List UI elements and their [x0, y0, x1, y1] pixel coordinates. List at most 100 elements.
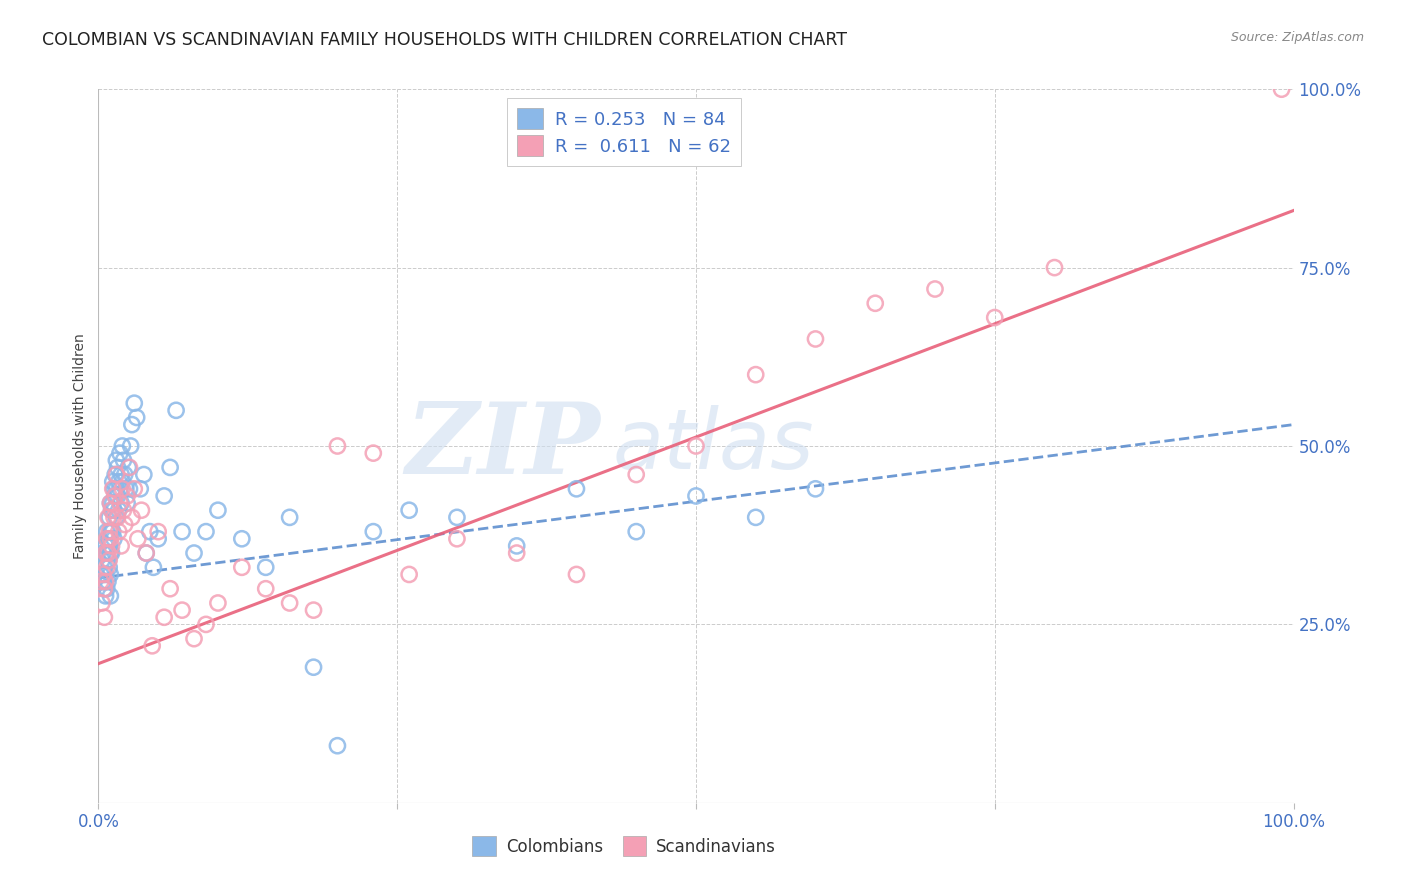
- Point: [745, 368, 768, 382]
- Point: [105, 482, 128, 496]
- Point: [94, 589, 117, 603]
- Point: [91, 596, 114, 610]
- Point: [127, 532, 149, 546]
- Point: [108, 446, 131, 460]
- Point: [124, 396, 146, 410]
- Point: [110, 496, 132, 510]
- Point: [172, 603, 194, 617]
- Point: [101, 524, 124, 539]
- Point: [107, 489, 129, 503]
- Point: [90, 574, 112, 589]
- Point: [108, 496, 131, 510]
- Point: [100, 546, 122, 560]
- Point: [111, 475, 134, 489]
- Point: [93, 582, 115, 596]
- Point: [98, 524, 122, 539]
- Point: [326, 439, 349, 453]
- Point: [96, 546, 118, 560]
- Point: [117, 460, 139, 475]
- Point: [139, 524, 162, 539]
- Point: [254, 560, 277, 574]
- Point: [165, 403, 187, 417]
- Point: [278, 510, 301, 524]
- Point: [94, 574, 117, 589]
- Point: [159, 582, 181, 596]
- Point: [446, 510, 468, 524]
- Point: [103, 510, 125, 524]
- Point: [231, 532, 253, 546]
- Point: [804, 482, 827, 496]
- Point: [121, 417, 143, 432]
- Point: [104, 489, 127, 503]
- Point: [103, 532, 125, 546]
- Point: [745, 510, 768, 524]
- Point: [114, 517, 136, 532]
- Point: [107, 475, 129, 489]
- Point: [100, 503, 122, 517]
- Point: [804, 332, 827, 346]
- Point: [114, 467, 136, 482]
- Point: [135, 546, 157, 560]
- Point: [98, 510, 121, 524]
- Point: [506, 539, 529, 553]
- Point: [984, 310, 1007, 325]
- Text: atlas: atlas: [613, 406, 814, 486]
- Point: [97, 553, 120, 567]
- Point: [153, 489, 176, 503]
- Point: [91, 567, 114, 582]
- Point: [1271, 82, 1294, 96]
- Point: [118, 460, 141, 475]
- Point: [98, 589, 122, 603]
- Point: [96, 524, 118, 539]
- Point: [100, 503, 122, 517]
- Point: [104, 489, 127, 503]
- Point: [121, 510, 143, 524]
- Point: [108, 482, 131, 496]
- Point: [398, 503, 420, 517]
- Point: [107, 510, 129, 524]
- Point: [101, 496, 124, 510]
- Point: [446, 532, 468, 546]
- Point: [101, 475, 124, 489]
- Point: [96, 560, 118, 574]
- Point: [96, 582, 118, 596]
- Point: [131, 503, 153, 517]
- Point: [111, 482, 134, 496]
- Point: [93, 610, 115, 624]
- Point: [112, 503, 135, 517]
- Point: [148, 532, 170, 546]
- Point: [105, 453, 128, 467]
- Point: [115, 489, 138, 503]
- Point: [93, 560, 115, 574]
- Point: [107, 460, 129, 475]
- Point: [398, 567, 420, 582]
- Point: [97, 546, 120, 560]
- Point: [94, 546, 117, 560]
- Text: ZIP: ZIP: [405, 398, 600, 494]
- Legend: Colombians, Scandinavians: Colombians, Scandinavians: [465, 830, 783, 863]
- Point: [94, 567, 117, 582]
- Y-axis label: Family Households with Children: Family Households with Children: [73, 333, 87, 559]
- Point: [98, 532, 122, 546]
- Point: [111, 439, 134, 453]
- Point: [565, 482, 588, 496]
- Point: [98, 553, 121, 567]
- Point: [96, 532, 118, 546]
- Point: [129, 482, 152, 496]
- Point: [194, 617, 218, 632]
- Point: [118, 482, 141, 496]
- Point: [207, 596, 229, 610]
- Point: [100, 539, 122, 553]
- Point: [363, 524, 385, 539]
- Point: [98, 546, 122, 560]
- Point: [183, 546, 205, 560]
- Point: [115, 496, 138, 510]
- Point: [132, 467, 155, 482]
- Point: [105, 510, 128, 524]
- Point: [278, 596, 301, 610]
- Point: [91, 574, 114, 589]
- Point: [120, 439, 142, 453]
- Point: [207, 503, 229, 517]
- Point: [98, 539, 121, 553]
- Point: [125, 410, 148, 425]
